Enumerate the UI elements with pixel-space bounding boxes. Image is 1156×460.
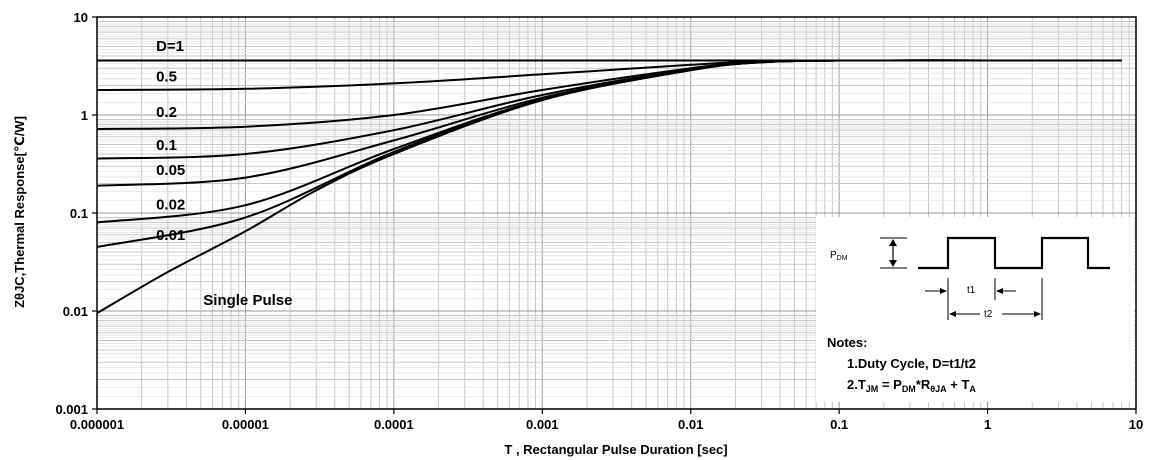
x-tick-label: 1	[984, 417, 991, 432]
plot-frame	[92, 16, 1137, 414]
x-tick-label: 0.0001	[374, 417, 414, 432]
notes-heading: Notes:	[827, 335, 867, 350]
x-tick-label: 0.01	[678, 417, 703, 432]
notes-inset: PDM t1	[816, 217, 1134, 402]
t2-label: t2	[984, 309, 993, 320]
curve-label: 0.01	[156, 227, 185, 244]
curve-label: 0.2	[156, 104, 177, 121]
curve-label: D=1	[156, 38, 184, 55]
notes-background	[816, 217, 1134, 402]
x-tick-label: 0.001	[526, 417, 559, 432]
x-tick-label: 0.1	[830, 417, 848, 432]
curve-label: 0.5	[156, 68, 177, 85]
x-axis-title: T , Rectangular Pulse Duration [sec]	[504, 442, 727, 457]
y-tick-label: 0.001	[55, 402, 88, 417]
curve-label: 0.05	[156, 162, 185, 179]
y-axis-title: ZθJC,Thermal Response[℃/W]	[12, 116, 27, 308]
series-group	[96, 59, 1122, 315]
x-tick-labels: 0.000001 0.00001 0.0001 0.001 0.01 0.1 1 10	[70, 417, 1143, 432]
t1-label: t1	[967, 285, 976, 296]
series-line-single-pulse	[96, 59, 1122, 315]
pulse-train-waveform	[918, 236, 1110, 270]
x-tick-label: 0.000001	[70, 417, 124, 432]
curve-label: 0.1	[156, 137, 177, 154]
notes-line-1: 1.Duty Cycle, D=t1/t2	[847, 356, 976, 371]
pdm-height-marker	[880, 237, 907, 269]
notes-line-2: 2.TJM = PDM*RθJA + TA	[847, 377, 976, 394]
series-line-0-1	[96, 59, 1122, 160]
x-tick-label: 0.00001	[222, 417, 269, 432]
y-tick-label: 0.1	[70, 206, 88, 221]
t2-marker: t2	[949, 278, 1043, 320]
y-tick-label: 1	[81, 108, 88, 123]
y-tick-labels: 0.001 0.01 0.1 1 10	[55, 10, 88, 417]
curve-labels: D=1 0.5 0.2 0.1 0.05 0.02 0.01 Single Pulse	[156, 38, 292, 309]
curve-label: Single Pulse	[203, 292, 292, 309]
t1-marker: t1	[925, 278, 1016, 320]
y-tick-label: 10	[74, 10, 88, 25]
y-tick-label: 0.01	[63, 304, 88, 319]
curve-label: 0.02	[156, 197, 185, 214]
x-tick-label: 10	[1129, 417, 1143, 432]
pdm-label: PDM	[830, 250, 848, 262]
